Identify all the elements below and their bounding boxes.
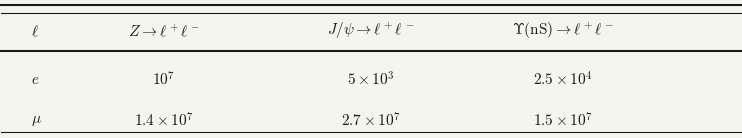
Text: $Z \rightarrow \ell^+\ell^-$: $Z \rightarrow \ell^+\ell^-$ — [128, 23, 200, 39]
Text: $2.5 \times 10^4$: $2.5 \times 10^4$ — [533, 71, 593, 89]
Text: $5 \times 10^3$: $5 \times 10^3$ — [347, 71, 395, 89]
Text: $J/\psi \rightarrow \ell^+\ell^-$: $J/\psi \rightarrow \ell^+\ell^-$ — [327, 21, 415, 41]
Text: $e$: $e$ — [31, 72, 39, 87]
Text: $10^7$: $10^7$ — [152, 71, 176, 89]
Text: $\mu$: $\mu$ — [31, 113, 42, 128]
Text: $\ell$: $\ell$ — [31, 23, 39, 39]
Text: $2.7 \times 10^7$: $2.7 \times 10^7$ — [341, 111, 401, 129]
Text: $1.5 \times 10^7$: $1.5 \times 10^7$ — [533, 111, 593, 129]
Text: $\Upsilon(\mathrm{nS}) \rightarrow \ell^+\ell^-$: $\Upsilon(\mathrm{nS}) \rightarrow \ell^… — [512, 21, 614, 41]
Text: $1.4 \times 10^7$: $1.4 \times 10^7$ — [134, 111, 194, 129]
